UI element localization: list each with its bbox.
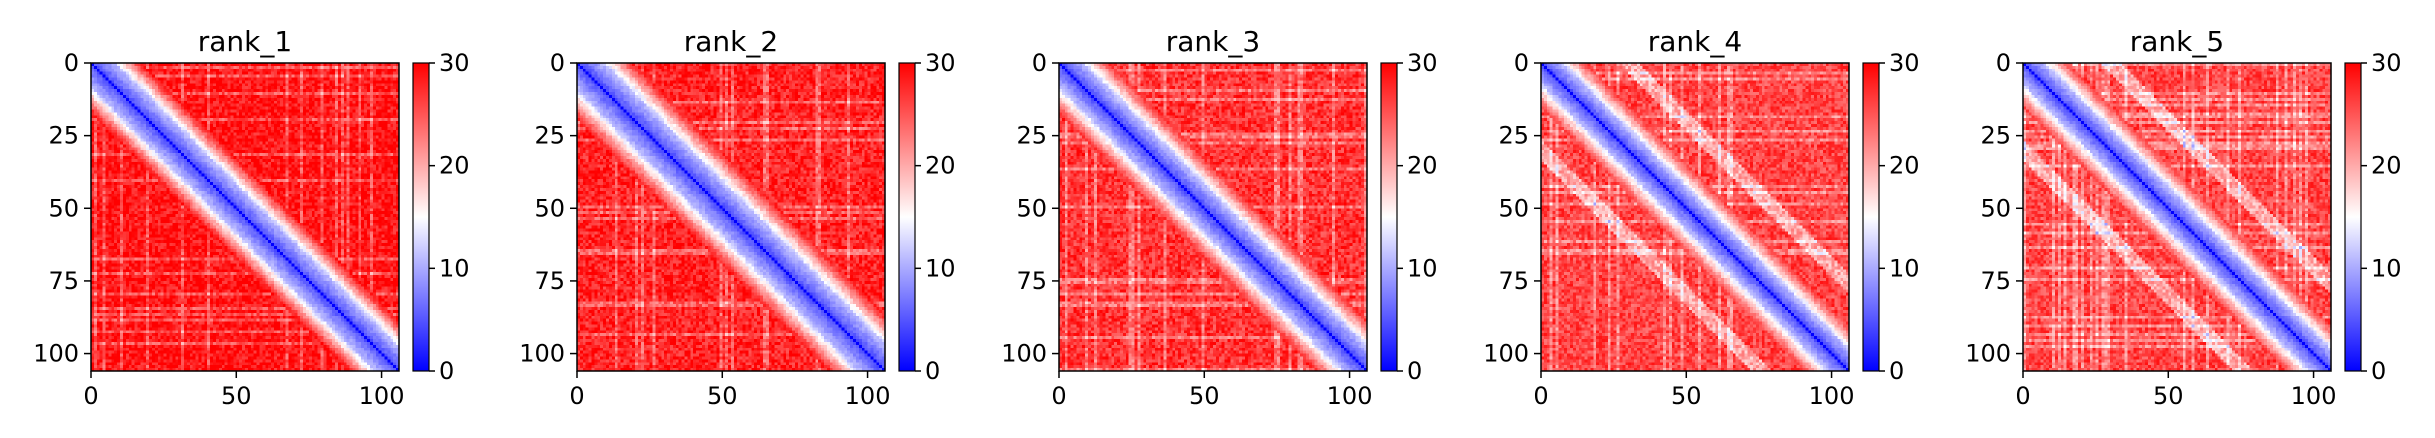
colorbar-tick-label: 0 bbox=[1889, 357, 1904, 385]
colorbar-tick-label: 20 bbox=[1407, 152, 1438, 180]
y-tick-label: 50 bbox=[534, 194, 565, 222]
colorbar-tick-label: 10 bbox=[2371, 254, 2402, 282]
plot-frame bbox=[90, 62, 400, 372]
plot-frame bbox=[576, 62, 886, 372]
y-tick-label: 100 bbox=[1965, 340, 2011, 368]
y-tick-label: 0 bbox=[1032, 49, 1047, 77]
y-tick-label: 0 bbox=[550, 49, 565, 77]
colorbar-tick-label: 20 bbox=[925, 152, 956, 180]
colorbar bbox=[1380, 62, 1398, 372]
colorbar-tick-label: 30 bbox=[1407, 49, 1438, 77]
x-tick-label: 100 bbox=[1327, 382, 1373, 410]
y-tick-label: 100 bbox=[1483, 340, 1529, 368]
panel-title: rank_5 bbox=[2130, 25, 2224, 58]
y-tick-label: 0 bbox=[1996, 49, 2011, 77]
y-tick-label: 100 bbox=[519, 340, 565, 368]
x-tick-label: 50 bbox=[221, 382, 252, 410]
y-tick-label: 25 bbox=[1016, 122, 1047, 150]
heatmap-image bbox=[1541, 63, 1849, 371]
y-tick-label: 50 bbox=[1498, 194, 1529, 222]
x-tick-label: 0 bbox=[569, 382, 584, 410]
y-tick-label: 75 bbox=[534, 267, 565, 295]
colorbar-tick-label: 0 bbox=[439, 357, 454, 385]
plot-frame bbox=[1058, 62, 1368, 372]
colorbar bbox=[2344, 62, 2362, 372]
colorbar-tick-label: 10 bbox=[925, 254, 956, 282]
y-tick-label: 50 bbox=[48, 194, 79, 222]
heatmap-image bbox=[577, 63, 885, 371]
y-tick-label: 100 bbox=[33, 340, 79, 368]
x-tick-label: 0 bbox=[2015, 382, 2030, 410]
y-tick-label: 75 bbox=[48, 267, 79, 295]
heatmap-image bbox=[1059, 63, 1367, 371]
y-tick-label: 75 bbox=[1498, 267, 1529, 295]
x-tick-label: 0 bbox=[1533, 382, 1548, 410]
y-tick-label: 50 bbox=[1016, 194, 1047, 222]
heatmap-image bbox=[91, 63, 399, 371]
y-tick-label: 75 bbox=[1980, 267, 2011, 295]
x-tick-label: 50 bbox=[1189, 382, 1220, 410]
x-tick-label: 100 bbox=[359, 382, 405, 410]
panel-title: rank_2 bbox=[684, 25, 778, 58]
y-tick-label: 25 bbox=[1980, 122, 2011, 150]
panel-title: rank_1 bbox=[198, 25, 292, 58]
y-tick-label: 0 bbox=[64, 49, 79, 77]
y-tick-label: 25 bbox=[534, 122, 565, 150]
colorbar-tick-label: 30 bbox=[1889, 49, 1920, 77]
x-tick-label: 100 bbox=[845, 382, 891, 410]
x-tick-label: 50 bbox=[707, 382, 738, 410]
y-tick-label: 25 bbox=[1498, 122, 1529, 150]
x-tick-label: 50 bbox=[1671, 382, 1702, 410]
x-tick-label: 0 bbox=[83, 382, 98, 410]
y-tick-label: 25 bbox=[48, 122, 79, 150]
y-tick-label: 50 bbox=[1980, 194, 2011, 222]
x-tick-label: 0 bbox=[1051, 382, 1066, 410]
colorbar-tick-label: 0 bbox=[2371, 357, 2386, 385]
colorbar-tick-label: 20 bbox=[2371, 152, 2402, 180]
colorbar-tick-label: 30 bbox=[439, 49, 470, 77]
plot-frame bbox=[2022, 62, 2332, 372]
y-tick-label: 100 bbox=[1001, 340, 1047, 368]
colorbar-tick-label: 20 bbox=[439, 152, 470, 180]
colorbar-tick-label: 30 bbox=[2371, 49, 2402, 77]
colorbar-tick-label: 10 bbox=[1407, 254, 1438, 282]
colorbar bbox=[412, 62, 430, 372]
heatmap-image bbox=[2023, 63, 2331, 371]
plot-frame bbox=[1540, 62, 1850, 372]
x-tick-label: 50 bbox=[2153, 382, 2184, 410]
x-tick-label: 100 bbox=[1809, 382, 1855, 410]
y-tick-label: 75 bbox=[1016, 267, 1047, 295]
colorbar-tick-label: 10 bbox=[439, 254, 470, 282]
colorbar-tick-label: 0 bbox=[1407, 357, 1422, 385]
colorbar-tick-label: 10 bbox=[1889, 254, 1920, 282]
colorbar bbox=[1862, 62, 1880, 372]
panel-title: rank_3 bbox=[1166, 25, 1260, 58]
colorbar-tick-label: 20 bbox=[1889, 152, 1920, 180]
colorbar-tick-label: 30 bbox=[925, 49, 956, 77]
y-tick-label: 0 bbox=[1514, 49, 1529, 77]
colorbar-tick-label: 0 bbox=[925, 357, 940, 385]
x-tick-label: 100 bbox=[2291, 382, 2337, 410]
colorbar bbox=[898, 62, 916, 372]
panel-title: rank_4 bbox=[1648, 25, 1742, 58]
